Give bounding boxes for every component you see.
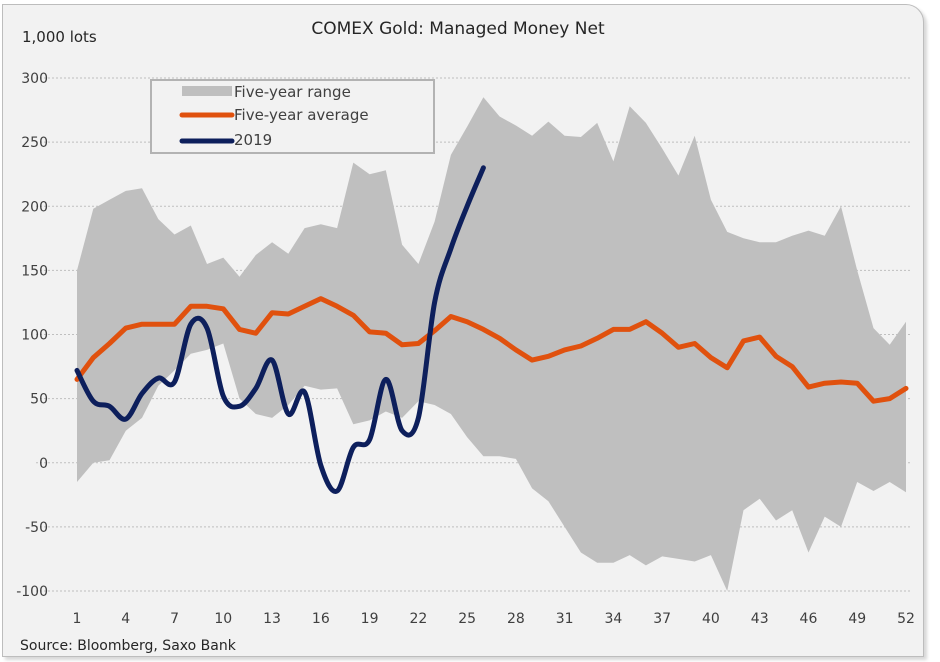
plot-area <box>74 97 909 591</box>
y-tick-label: 100 <box>21 328 48 344</box>
x-tick-label: 22 <box>409 611 427 627</box>
y-tick-label: -100 <box>16 584 48 600</box>
legend-swatch-range <box>182 86 232 96</box>
chart-title: COMEX Gold: Managed Money Net <box>311 19 605 39</box>
x-tick-label: 13 <box>263 611 281 627</box>
y-tick-label: 300 <box>21 71 48 87</box>
x-tick-label: 19 <box>361 611 379 627</box>
x-tick-label: 37 <box>653 611 671 627</box>
y-tick-label: 200 <box>21 199 48 215</box>
x-tick-label: 10 <box>214 611 232 627</box>
y-axis-unit-label: 1,000 lots <box>22 28 97 46</box>
five-year-range-area <box>77 97 906 591</box>
x-tick-label: 28 <box>507 611 525 627</box>
x-tick-label: 46 <box>800 611 818 627</box>
y-axis-ticks: 300 250 200 150 100 50 0 -50 -100 <box>16 71 48 600</box>
y-tick-label: 150 <box>21 263 48 279</box>
legend: Five-year range Five-year average 2019 <box>150 79 435 154</box>
x-tick-label: 31 <box>556 611 574 627</box>
y-tick-label: -50 <box>25 520 48 536</box>
x-tick-label: 7 <box>170 611 179 627</box>
y-tick-label: 250 <box>21 135 48 151</box>
x-tick-label: 49 <box>848 611 866 627</box>
legend-label-2019: 2019 <box>234 131 272 149</box>
source-note: Source: Bloomberg, Saxo Bank <box>20 638 237 654</box>
legend-label-average: Five-year average <box>234 106 369 124</box>
x-tick-label: 1 <box>73 611 82 627</box>
five-year-average-line <box>74 296 909 404</box>
y-tick-label: 50 <box>30 392 48 408</box>
x-axis-ticks: 1 4 7 10 13 16 19 22 25 28 31 34 37 40 43 46 49 52 <box>73 611 915 627</box>
x-tick-label: 16 <box>312 611 330 627</box>
x-tick-label: 43 <box>751 611 769 627</box>
y-tick-label: 0 <box>39 456 48 472</box>
x-tick-label: 34 <box>604 611 622 627</box>
x-tick-label: 52 <box>897 611 915 627</box>
x-tick-label: 40 <box>702 611 720 627</box>
x-tick-label: 4 <box>121 611 130 627</box>
legend-label-range: Five-year range <box>234 83 351 101</box>
x-tick-label: 25 <box>458 611 476 627</box>
